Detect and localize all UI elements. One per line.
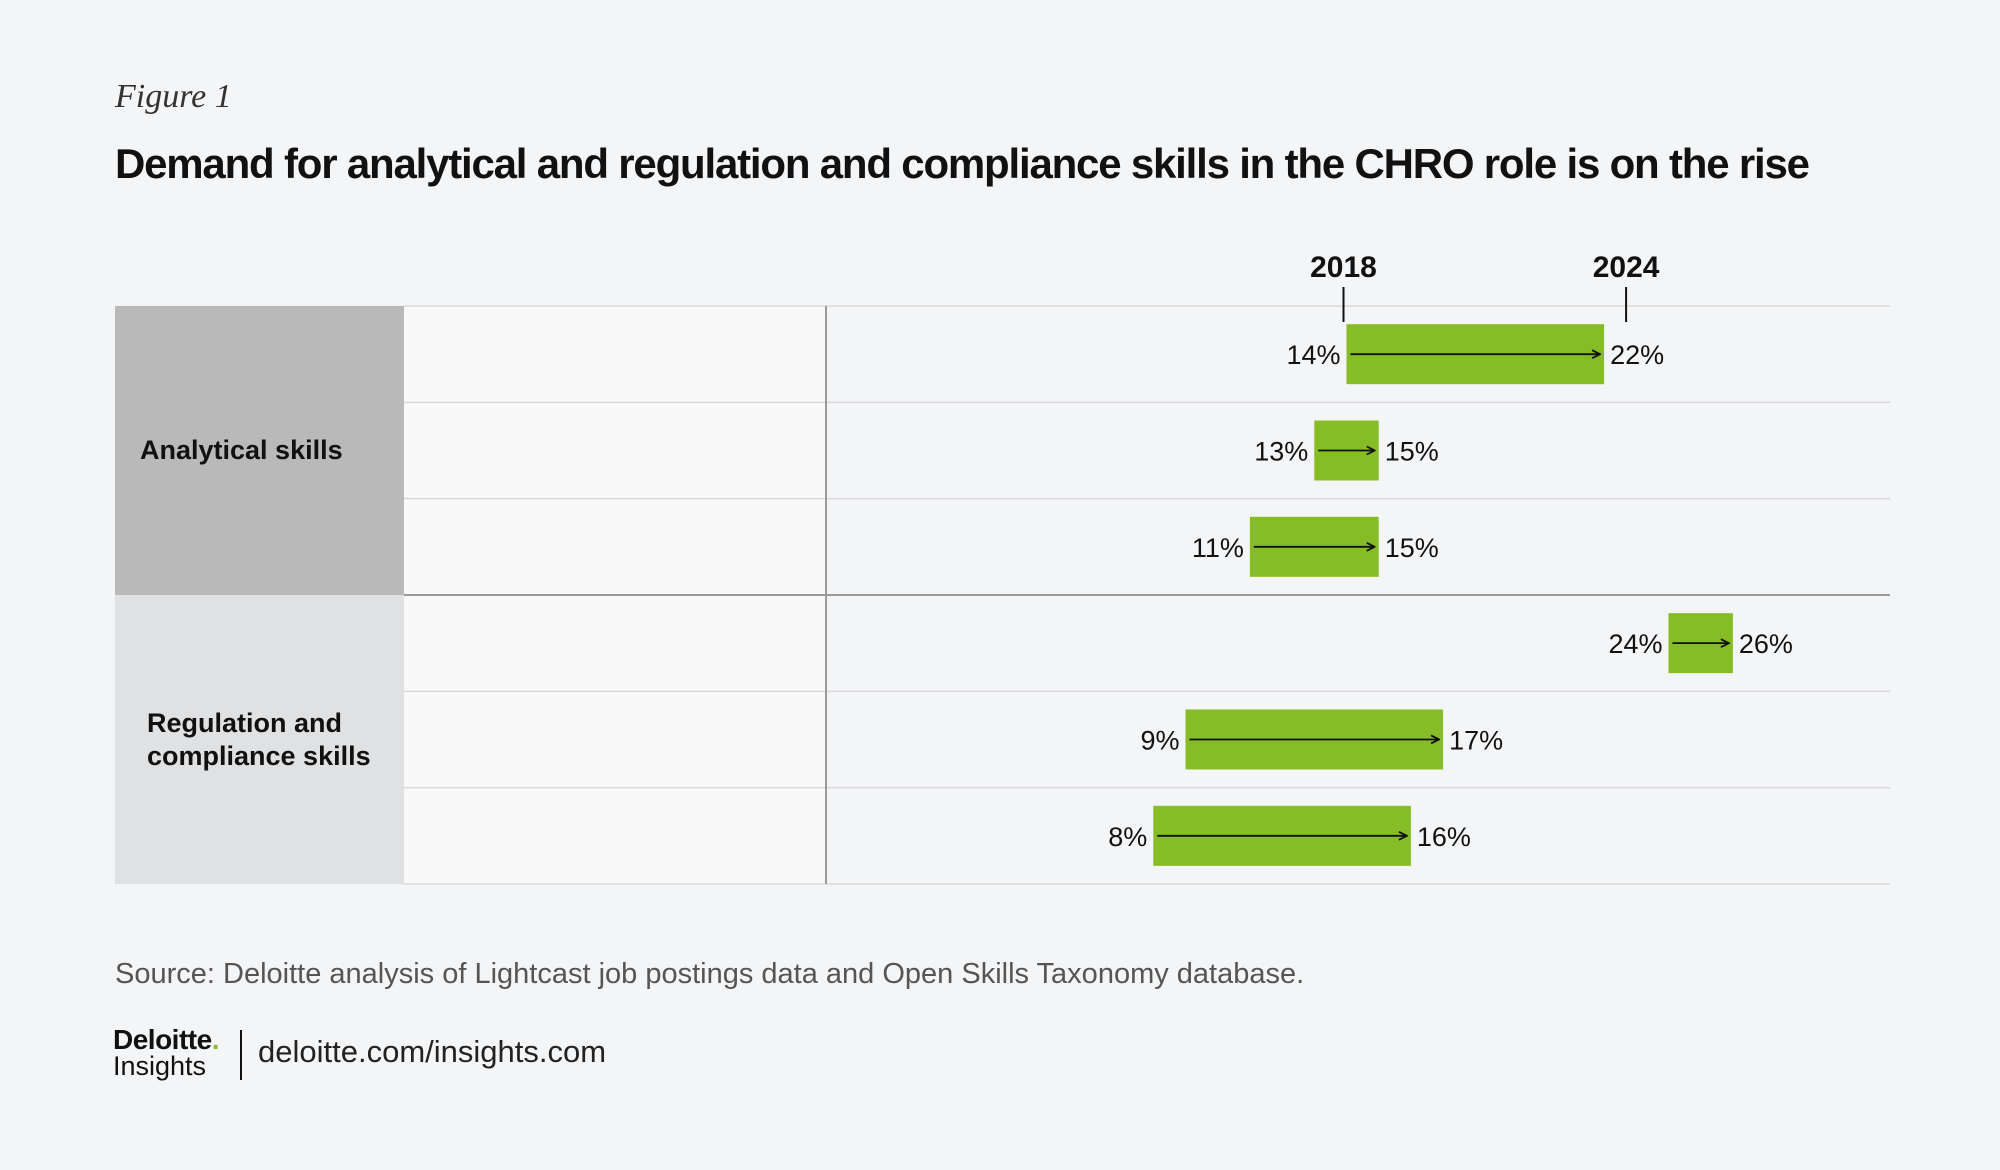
- source-note: Source: Deloitte analysis of Lightcast j…: [115, 958, 1305, 990]
- series-label-2018: 2018: [1310, 251, 1377, 284]
- logo-dot: .: [211, 1024, 220, 1055]
- footer-divider: [240, 1030, 242, 1080]
- group-label: Analytical skills: [140, 435, 343, 465]
- deloitte-insights-logo: Deloitte. Insights: [113, 1026, 219, 1080]
- logo-brand: Deloitte: [113, 1024, 212, 1055]
- end-value-label: 26%: [1739, 629, 1793, 659]
- group-label: Regulation and compliance skills: [147, 707, 371, 773]
- footer-url[interactable]: deloitte.com/insights.com: [258, 1034, 607, 1069]
- end-value-label: 15%: [1385, 533, 1439, 563]
- end-value-label: 15%: [1385, 436, 1439, 466]
- figure-label: Figure 1: [115, 78, 232, 115]
- group-regulation-compliance-skills: Regulation and compliance skills: [115, 595, 404, 884]
- chart-title: Demand for analytical and regulation and…: [115, 140, 1810, 187]
- start-value-label: 8%: [1108, 822, 1147, 852]
- end-value-label: 22%: [1610, 340, 1664, 370]
- logo-sub: Insights: [113, 1051, 207, 1081]
- start-value-label: 13%: [1254, 436, 1308, 466]
- series-label-2024: 2024: [1593, 251, 1660, 284]
- group-analytical-skills: Analytical skills: [115, 306, 404, 595]
- end-value-label: 16%: [1417, 822, 1471, 852]
- start-value-label: 24%: [1608, 629, 1662, 659]
- group-label-line: compliance skills: [147, 740, 371, 771]
- start-value-label: 11%: [1192, 533, 1244, 563]
- start-value-label: 9%: [1140, 725, 1179, 755]
- group-label-line: Regulation and: [147, 707, 342, 738]
- start-value-label: 14%: [1286, 340, 1340, 370]
- end-value-label: 17%: [1449, 725, 1503, 755]
